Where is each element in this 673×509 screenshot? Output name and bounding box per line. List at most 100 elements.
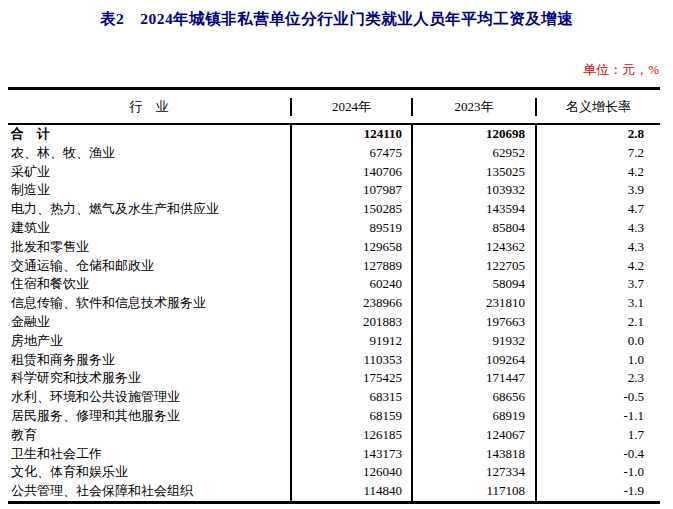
table-row: 住宿和餐饮业60240580943.7 (8, 275, 660, 294)
value-2024-cell: 175425 (292, 369, 413, 388)
value-2023-cell: 68919 (413, 407, 537, 426)
industry-cell: 交通运输、仓储和邮政业 (8, 257, 292, 276)
table-row: 租赁和商务服务业1103531092641.0 (8, 351, 660, 370)
industry-cell: 卫生和社会工作 (8, 445, 292, 464)
industry-cell: 文化、体育和娱乐业 (8, 463, 292, 482)
table-row: 房地产业91912919320.0 (8, 332, 660, 351)
industry-cell: 租赁和商务服务业 (8, 351, 292, 370)
table-row: 卫生和社会工作143173143818-0.4 (8, 445, 660, 464)
value-2023-cell: 171447 (413, 369, 537, 388)
table-row: 科学研究和技术服务业1754251714472.3 (8, 369, 660, 388)
value-2024-cell: 140706 (292, 163, 413, 182)
value-2024-cell: 124110 (292, 125, 413, 144)
value-2024-cell: 126040 (292, 463, 413, 482)
table-row: 交通运输、仓储和邮政业1278891227054.2 (8, 257, 660, 276)
growth-cell: 3.9 (537, 181, 660, 200)
page-title: 表2 2024年城镇非私营单位分行业门类就业人员年平均工资及增速 (0, 9, 673, 30)
table-row: 文化、体育和娱乐业126040127334-1.0 (8, 463, 660, 482)
value-2024-cell: 110353 (292, 351, 413, 370)
column-header-2023: 2023年 (413, 98, 537, 116)
growth-cell: 4.2 (537, 163, 660, 182)
growth-cell: 2.3 (537, 369, 660, 388)
growth-cell: 1.7 (537, 426, 660, 445)
growth-cell: 1.0 (537, 351, 660, 370)
value-2024-cell: 68159 (292, 407, 413, 426)
column-header-growth: 名义增长率 (537, 98, 660, 116)
industry-cell: 合 计 (8, 125, 292, 144)
table-row: 电力、热力、燃气及水生产和供应业1502851435944.7 (8, 200, 660, 219)
growth-cell: 0.0 (537, 332, 660, 351)
growth-cell: 3.1 (537, 294, 660, 313)
value-2023-cell: 231810 (413, 294, 537, 313)
table-body: 合 计1241101206982.8农、林、牧、渔业67475629527.2采… (8, 125, 660, 501)
growth-cell: -0.4 (537, 445, 660, 464)
value-2023-cell: 143818 (413, 445, 537, 464)
value-2024-cell: 150285 (292, 200, 413, 219)
table-row: 教育1261851240671.7 (8, 426, 660, 445)
growth-cell: -1.9 (537, 482, 660, 501)
value-2023-cell: 85804 (413, 219, 537, 238)
value-2023-cell: 197663 (413, 313, 537, 332)
value-2023-cell: 120698 (413, 125, 537, 144)
growth-cell: 7.2 (537, 144, 660, 163)
value-2024-cell: 114840 (292, 482, 413, 501)
growth-cell: -0.5 (537, 388, 660, 407)
growth-cell: -1.1 (537, 407, 660, 426)
growth-cell: 4.2 (537, 257, 660, 276)
value-2023-cell: 124067 (413, 426, 537, 445)
value-2024-cell: 126185 (292, 426, 413, 445)
industry-cell: 科学研究和技术服务业 (8, 369, 292, 388)
table-row: 金融业2018831976632.1 (8, 313, 660, 332)
table-header-row: 行 业 2024年 2023年 名义增长率 (8, 90, 660, 125)
growth-cell: 4.3 (537, 238, 660, 257)
industry-cell: 电力、热力、燃气及水生产和供应业 (8, 200, 292, 219)
table-row: 公共管理、社会保障和社会组织114840117108-1.9 (8, 482, 660, 501)
industry-cell: 教育 (8, 426, 292, 445)
value-2023-cell: 143594 (413, 200, 537, 219)
value-2023-cell: 58094 (413, 275, 537, 294)
table-row: 采矿业1407061350254.2 (8, 163, 660, 182)
growth-cell: 2.8 (537, 125, 660, 144)
industry-cell: 水利、环境和公共设施管理业 (8, 388, 292, 407)
industry-cell: 农、林、牧、渔业 (8, 144, 292, 163)
value-2024-cell: 60240 (292, 275, 413, 294)
wage-table: 行 业 2024年 2023年 名义增长率 合 计1241101206982.8… (8, 87, 660, 504)
value-2024-cell: 89519 (292, 219, 413, 238)
value-2024-cell: 201883 (292, 313, 413, 332)
table-row: 建筑业89519858044.3 (8, 219, 660, 238)
value-2023-cell: 103932 (413, 181, 537, 200)
growth-cell: -1.0 (537, 463, 660, 482)
industry-cell: 房地产业 (8, 332, 292, 351)
value-2023-cell: 122705 (413, 257, 537, 276)
value-2023-cell: 109264 (413, 351, 537, 370)
value-2023-cell: 91932 (413, 332, 537, 351)
value-2024-cell: 127889 (292, 257, 413, 276)
industry-cell: 信息传输、软件和信息技术服务业 (8, 294, 292, 313)
value-2023-cell: 117108 (413, 482, 537, 501)
table-row: 制造业1079871039323.9 (8, 181, 660, 200)
industry-cell: 公共管理、社会保障和社会组织 (8, 482, 292, 501)
table-row: 批发和零售业1296581243624.3 (8, 238, 660, 257)
value-2023-cell: 135025 (413, 163, 537, 182)
table-row: 信息传输、软件和信息技术服务业2389662318103.1 (8, 294, 660, 313)
value-2024-cell: 143173 (292, 445, 413, 464)
growth-cell: 4.7 (537, 200, 660, 219)
column-header-industry: 行 业 (8, 98, 292, 116)
industry-cell: 建筑业 (8, 219, 292, 238)
value-2024-cell: 129658 (292, 238, 413, 257)
value-2024-cell: 107987 (292, 181, 413, 200)
value-2023-cell: 68656 (413, 388, 537, 407)
unit-note: 单位：元，% (583, 61, 659, 79)
table-row: 农、林、牧、渔业67475629527.2 (8, 144, 660, 163)
industry-cell: 住宿和餐饮业 (8, 275, 292, 294)
industry-cell: 批发和零售业 (8, 238, 292, 257)
growth-cell: 2.1 (537, 313, 660, 332)
table-row: 居民服务、修理和其他服务业6815968919-1.1 (8, 407, 660, 426)
industry-cell: 居民服务、修理和其他服务业 (8, 407, 292, 426)
value-2024-cell: 67475 (292, 144, 413, 163)
column-header-2024: 2024年 (292, 98, 413, 116)
growth-cell: 3.7 (537, 275, 660, 294)
industry-cell: 采矿业 (8, 163, 292, 182)
table-row: 水利、环境和公共设施管理业6831568656-0.5 (8, 388, 660, 407)
industry-cell: 金融业 (8, 313, 292, 332)
